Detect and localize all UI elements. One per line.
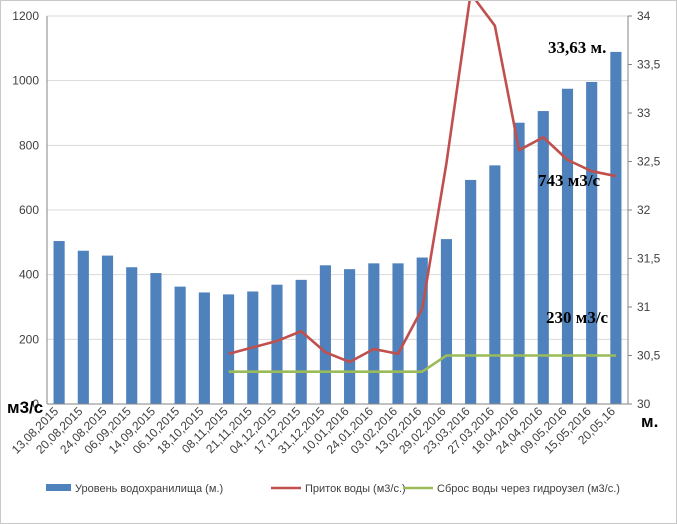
legend-label-inflow: Приток воды (м3/с.) [305, 483, 406, 495]
bar [537, 111, 549, 404]
annotation-level: 33,63 м. [548, 38, 606, 57]
y-left-tick-label: 1000 [12, 74, 39, 88]
bar [561, 88, 574, 404]
legend-label-discharge: Сброс воды через гидроузел (м3/с.) [437, 483, 620, 495]
annotation-discharge: 230 м3/с [546, 308, 609, 327]
legend-swatch-level [46, 484, 71, 491]
annotation-inflow: 743 м3/с [538, 171, 601, 190]
gridlines [47, 15, 628, 340]
bar [586, 81, 598, 405]
y-right-tick-label: 30 [637, 397, 651, 411]
series-line [228, 354, 616, 373]
y-left-tick-label: 400 [19, 268, 39, 282]
bar-series [53, 51, 622, 405]
y-left-tick-label: 200 [19, 332, 39, 346]
bar [198, 292, 210, 404]
bar [271, 284, 283, 404]
y-left-tick-label: 1200 [12, 9, 39, 23]
y-right-tick-label: 32 [637, 203, 651, 217]
y-right-tick-label: 33 [637, 106, 651, 120]
bar [513, 122, 525, 404]
y-left-tick-label: 600 [19, 203, 39, 217]
series-line [228, 1, 617, 364]
y-right-tick-label: 31 [637, 300, 651, 314]
bar [465, 179, 477, 404]
y-right-unit-label: м. [641, 412, 658, 431]
bar [295, 279, 307, 404]
legend-item-level: Уровень водохранилища (м.) [46, 483, 223, 495]
legend-label-level: Уровень водохранилища (м.) [75, 483, 223, 495]
y-right-tick-label: 30,5 [637, 349, 661, 363]
line-series [228, 1, 617, 373]
y-right-tick-label: 32,5 [637, 155, 661, 169]
bar [368, 263, 380, 404]
y-left-tick-label: 0 [32, 397, 39, 411]
bar [344, 269, 356, 404]
bar [101, 255, 114, 404]
legend: Уровень водохранилища (м.) Приток воды (… [46, 483, 620, 495]
bar [53, 241, 65, 404]
bar [440, 239, 453, 404]
bar [222, 294, 235, 404]
bar [610, 51, 622, 404]
bar [416, 257, 428, 404]
bar [392, 263, 404, 404]
y-right-tick-label: 33,5 [637, 58, 661, 72]
legend-item-inflow: Приток воды (м3/с.) [271, 483, 406, 495]
y-left-unit-label: м3/с [7, 398, 43, 417]
y-left-tick-label: 800 [19, 138, 39, 152]
bar [174, 286, 186, 404]
bar [126, 267, 138, 404]
legend-item-discharge: Сброс воды через гидроузел (м3/с.) [403, 483, 620, 495]
y-right-tick-label: 31,5 [637, 252, 661, 266]
y-right-tick-label: 34 [637, 9, 651, 23]
bar [77, 250, 89, 404]
bar [319, 265, 331, 404]
bar [150, 273, 162, 404]
bar [489, 165, 501, 404]
